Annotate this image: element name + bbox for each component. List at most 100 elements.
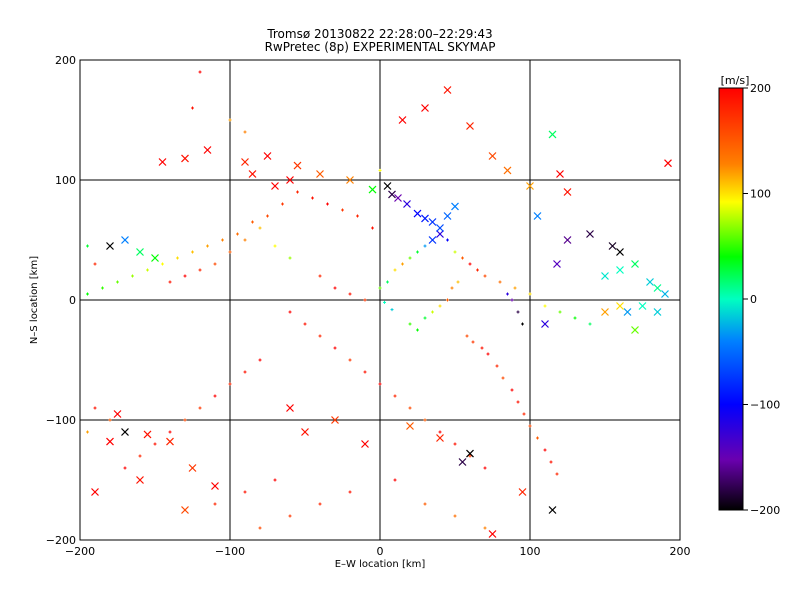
data-point-x: [526, 182, 534, 190]
y-tick-label: 200: [55, 54, 76, 67]
data-point-x: [403, 200, 411, 208]
colorbar-ticks: 200 100 0 −100 −200: [743, 82, 780, 517]
data-point-x: [181, 154, 189, 163]
data-point-x: [616, 248, 624, 256]
data-point: [453, 442, 457, 446]
data-point: [123, 466, 127, 470]
data-point-x: [241, 158, 249, 166]
data-point: [521, 322, 524, 326]
data-point: [161, 262, 164, 266]
data-point-x: [421, 214, 429, 223]
data-point-x: [413, 209, 422, 218]
data-point-x: [316, 170, 324, 178]
x-axis-ticks: −200 −100 0 100 200: [65, 60, 691, 558]
data-point-x: [271, 182, 279, 190]
data-point-x: [638, 302, 647, 310]
data-point: [146, 268, 149, 272]
y-tick-label: −100: [46, 414, 76, 427]
data-point: [588, 322, 592, 326]
y-tick-label: −200: [46, 534, 76, 547]
data-point: [468, 262, 472, 266]
data-point: [483, 274, 487, 278]
data-point: [333, 346, 337, 350]
data-point-x: [548, 506, 557, 514]
data-point-x: [664, 159, 672, 168]
data-point: [390, 308, 394, 312]
data-point: [86, 292, 89, 296]
data-point-x: [388, 190, 396, 199]
data-point: [86, 244, 89, 248]
data-point: [138, 454, 142, 458]
data-point-x: [383, 182, 392, 190]
data-point: [438, 430, 442, 434]
data-point: [486, 352, 490, 356]
data-point: [101, 286, 104, 290]
data-point: [318, 502, 322, 506]
x-tick-label: 100: [520, 545, 541, 558]
data-point: [528, 292, 532, 296]
data-point-x: [368, 185, 377, 194]
data-point: [356, 214, 359, 218]
data-point: [281, 202, 284, 206]
data-point-x: [293, 161, 302, 170]
data-point-x: [188, 464, 197, 472]
data-point: [228, 250, 232, 254]
data-point-x: [203, 146, 212, 154]
data-point: [273, 478, 277, 482]
data-point: [183, 418, 187, 422]
data-point: [431, 310, 434, 314]
data-point: [288, 514, 292, 518]
grid-lines: [80, 60, 680, 540]
data-point: [348, 292, 352, 296]
data-point: [416, 250, 419, 254]
data-point: [348, 358, 352, 362]
data-point: [476, 268, 479, 272]
data-point: [461, 256, 464, 260]
data-point: [506, 292, 509, 296]
data-point-x: [421, 104, 429, 112]
data-point-x: [458, 458, 467, 466]
data-point: [221, 238, 224, 242]
data-point: [516, 310, 520, 314]
data-point: [258, 226, 262, 230]
data-point-x: [398, 116, 407, 124]
data-point-x: [631, 260, 639, 268]
data-point-x: [91, 488, 99, 496]
data-point-x: [158, 158, 167, 166]
data-point: [483, 466, 487, 470]
colorbar-gradient: [718, 87, 744, 511]
data-point: [191, 250, 194, 254]
data-point: [408, 256, 412, 260]
data-point-x: [623, 308, 632, 316]
data-point: [558, 310, 562, 314]
data-point-x: [121, 428, 129, 436]
data-point-x: [616, 302, 624, 310]
data-point: [378, 286, 382, 290]
data-point: [543, 448, 547, 452]
data-point: [453, 250, 457, 254]
data-point-x: [556, 170, 564, 178]
x-tick-label: −200: [65, 545, 95, 558]
data-point-x: [346, 176, 354, 184]
data-point: [93, 406, 97, 410]
data-point: [251, 220, 254, 224]
data-point: [456, 280, 460, 284]
data-point: [86, 430, 89, 434]
data-point: [303, 322, 307, 326]
data-point-x: [106, 437, 114, 446]
data-point: [363, 370, 367, 374]
data-point: [471, 340, 475, 344]
data-point: [341, 208, 344, 212]
y-axis-ticks: −200 −100 0 100 200: [46, 54, 680, 547]
data-point: [465, 334, 469, 338]
data-point: [108, 418, 112, 422]
data-point-x: [466, 449, 474, 458]
data-point-x: [248, 170, 257, 178]
x-tick-label: 0: [377, 545, 384, 558]
data-point-x: [488, 530, 497, 538]
data-point: [438, 304, 442, 308]
x-tick-label: 200: [670, 545, 691, 558]
data-point: [228, 382, 232, 386]
y-tick-label: 0: [69, 294, 76, 307]
data-point-x: [541, 320, 549, 328]
